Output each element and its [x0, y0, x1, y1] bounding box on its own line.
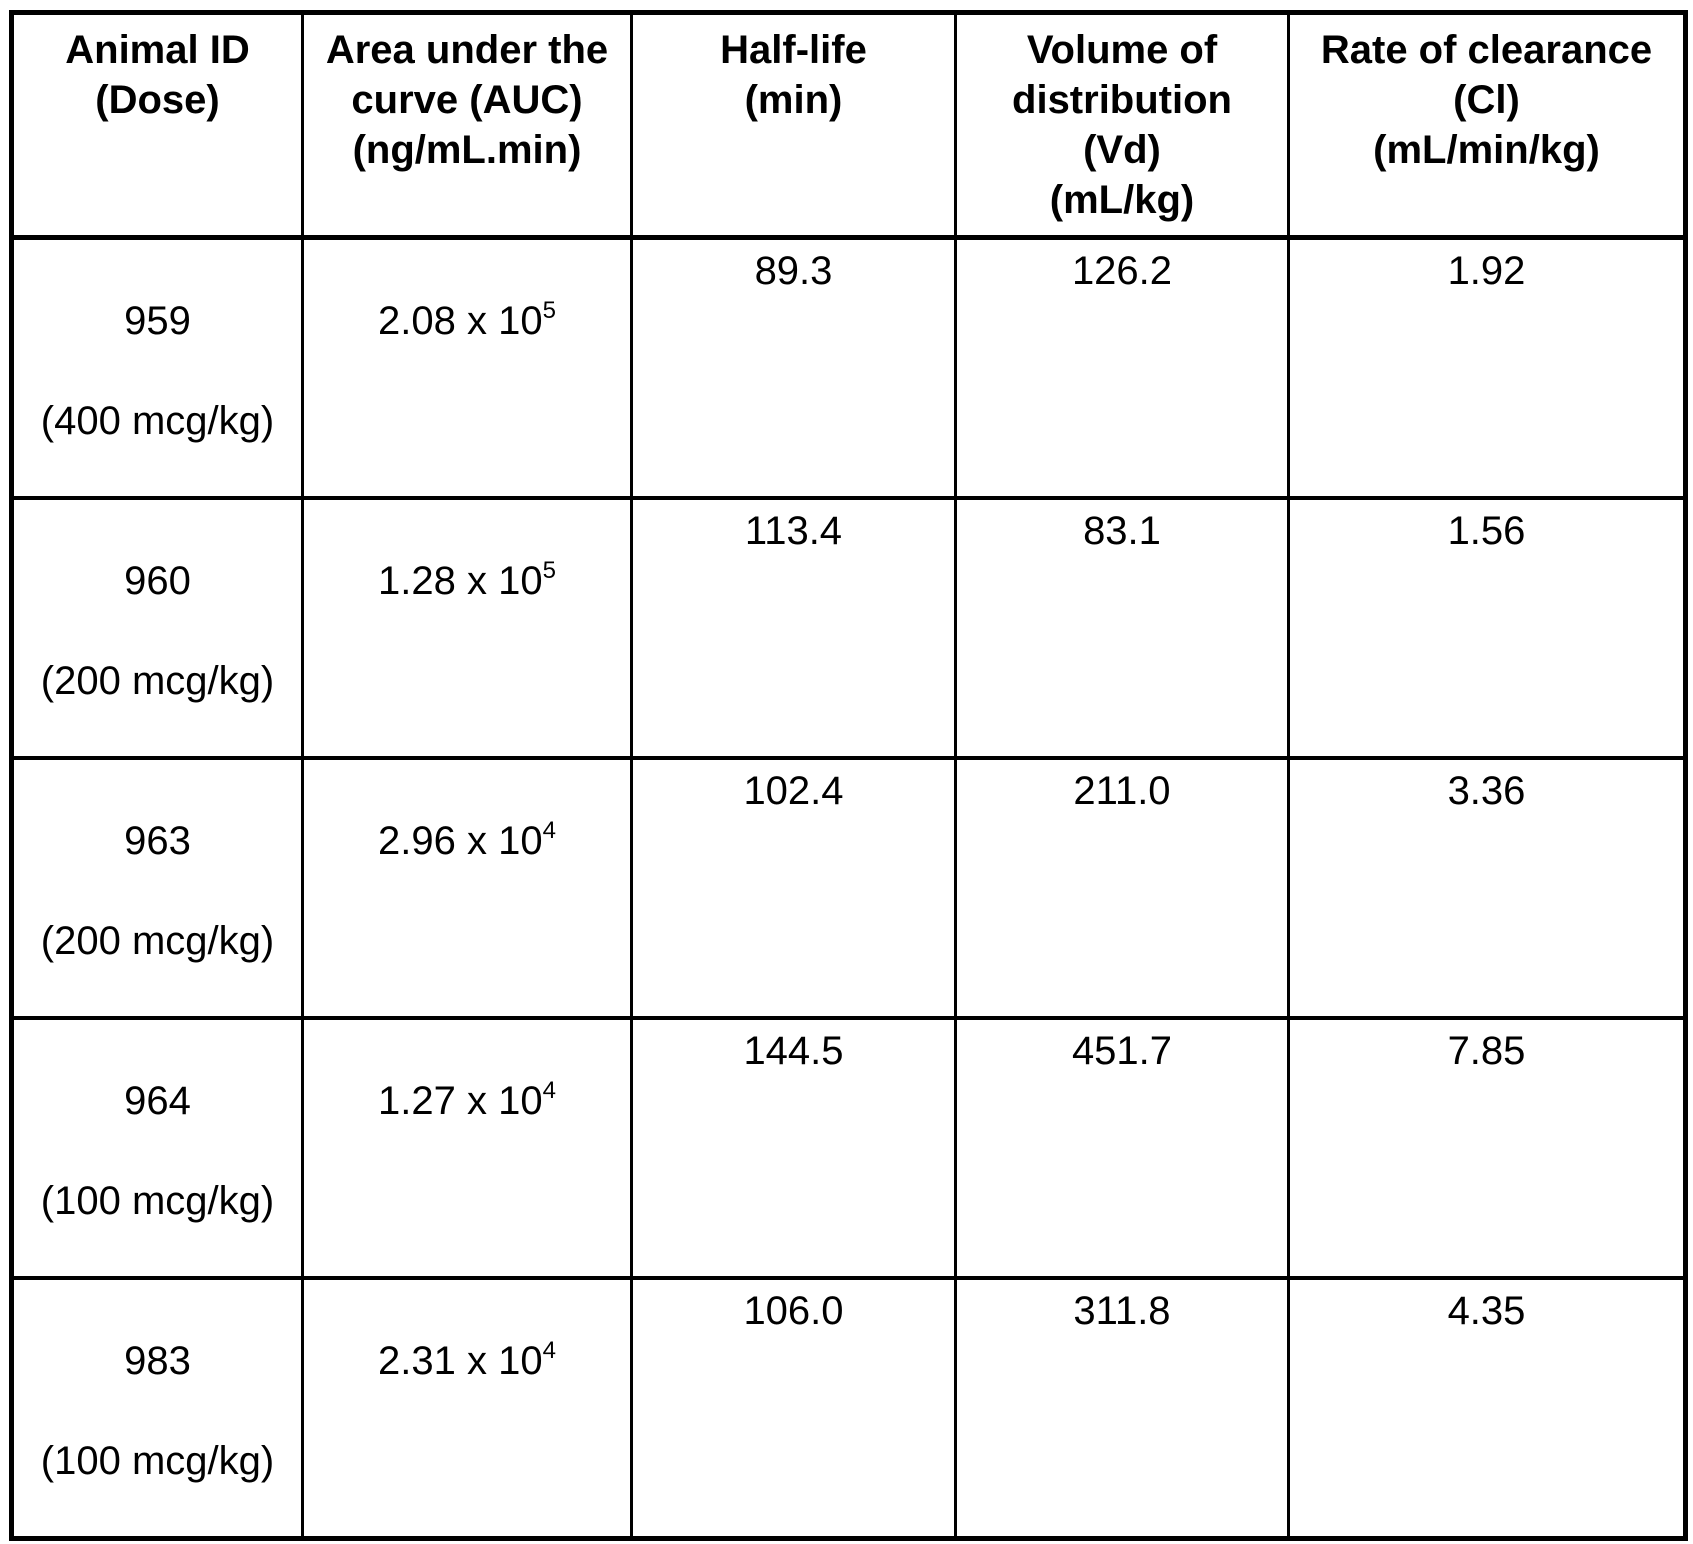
animal-id: 963: [124, 819, 191, 863]
animal-dose: (100 mcg/kg): [40, 1439, 275, 1483]
vd-value: 83.1: [954, 498, 1290, 760]
pharmacokinetics-table: Animal ID (Dose) Area under the curve (A…: [9, 10, 1688, 1541]
table-row: 960 (200 mcg/kg) 1.28 x 105 113.4 83.1 1…: [10, 498, 1687, 760]
half-life-value: 102.4: [630, 758, 957, 1020]
column-header-animal-id: Animal ID (Dose): [10, 12, 304, 240]
animal-id: 964: [124, 1079, 191, 1123]
auc-cell: 2.08 x 105: [301, 237, 633, 500]
auc-value: 2.08 x 10: [378, 299, 543, 343]
cl-value: 1.92: [1287, 237, 1687, 500]
auc-cell: 2.96 x 104: [301, 758, 633, 1020]
vd-value: 126.2: [954, 237, 1290, 500]
auc-exponent: 5: [542, 297, 556, 324]
auc-cell: 1.28 x 105: [301, 498, 633, 760]
auc-exponent: 4: [542, 1077, 556, 1104]
animal-id: 960: [124, 559, 191, 603]
vd-value: 311.8: [954, 1278, 1290, 1539]
half-life-value: 106.0: [630, 1278, 957, 1539]
half-life-value: 89.3: [630, 237, 957, 500]
animal-cell: 964 (100 mcg/kg): [10, 1018, 304, 1280]
column-header-clearance: Rate of clearance (Cl) (mL/min/kg): [1287, 12, 1687, 240]
column-header-half-life: Half-life (min): [630, 12, 957, 240]
table-row: 983 (100 mcg/kg) 2.31 x 104 106.0 311.8 …: [10, 1278, 1687, 1539]
cl-value: 1.56: [1287, 498, 1687, 760]
cl-value: 7.85: [1287, 1018, 1687, 1280]
animal-id: 959: [124, 299, 191, 343]
auc-value: 2.96 x 10: [378, 819, 543, 863]
auc-cell: 2.31 x 104: [301, 1278, 633, 1539]
auc-value: 1.28 x 10: [378, 559, 543, 603]
half-life-value: 144.5: [630, 1018, 957, 1280]
header-row: Animal ID (Dose) Area under the curve (A…: [10, 12, 1687, 240]
column-header-auc: Area under the curve (AUC) (ng/mL.min): [301, 12, 633, 240]
animal-dose: (200 mcg/kg): [40, 659, 275, 703]
cl-value: 4.35: [1287, 1278, 1687, 1539]
animal-cell: 960 (200 mcg/kg): [10, 498, 304, 760]
column-header-volume-distribution: Volume of distribution (Vd) (mL/kg): [954, 12, 1290, 240]
table-row: 964 (100 mcg/kg) 1.27 x 104 144.5 451.7 …: [10, 1018, 1687, 1280]
animal-dose: (200 mcg/kg): [40, 919, 275, 963]
auc-exponent: 4: [542, 817, 556, 844]
animal-id: 983: [124, 1339, 191, 1383]
animal-cell: 983 (100 mcg/kg): [10, 1278, 304, 1539]
auc-cell: 1.27 x 104: [301, 1018, 633, 1280]
animal-dose: (400 mcg/kg): [40, 399, 275, 443]
auc-value: 2.31 x 10: [378, 1339, 543, 1383]
auc-value: 1.27 x 10: [378, 1079, 543, 1123]
auc-exponent: 4: [542, 1337, 556, 1364]
table-row: 963 (200 mcg/kg) 2.96 x 104 102.4 211.0 …: [10, 758, 1687, 1020]
animal-dose: (100 mcg/kg): [40, 1179, 275, 1223]
cl-value: 3.36: [1287, 758, 1687, 1020]
table-row: 959 (400 mcg/kg) 2.08 x 105 89.3 126.2 1…: [10, 237, 1687, 500]
animal-cell: 963 (200 mcg/kg): [10, 758, 304, 1020]
auc-exponent: 5: [542, 557, 556, 584]
animal-cell: 959 (400 mcg/kg): [10, 237, 304, 500]
half-life-value: 113.4: [630, 498, 957, 760]
vd-value: 451.7: [954, 1018, 1290, 1280]
vd-value: 211.0: [954, 758, 1290, 1020]
